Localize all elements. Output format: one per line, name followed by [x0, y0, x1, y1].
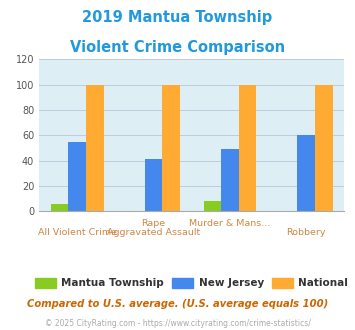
Text: Rape: Rape — [142, 219, 165, 228]
Bar — [297, 135, 315, 211]
Text: Aggravated Assault: Aggravated Assault — [107, 228, 200, 237]
Text: All Violent Crime: All Violent Crime — [38, 228, 117, 237]
Bar — [315, 85, 333, 211]
Text: 2019 Mantua Township: 2019 Mantua Township — [82, 10, 273, 25]
Bar — [162, 85, 180, 211]
Bar — [239, 85, 256, 211]
Bar — [203, 201, 221, 211]
Legend: Mantua Township, New Jersey, National: Mantua Township, New Jersey, National — [31, 274, 352, 293]
Bar — [86, 85, 104, 211]
Text: Compared to U.S. average. (U.S. average equals 100): Compared to U.S. average. (U.S. average … — [27, 299, 328, 309]
Text: Robbery: Robbery — [286, 228, 326, 237]
Bar — [221, 149, 239, 211]
Bar — [145, 159, 162, 211]
Text: Violent Crime Comparison: Violent Crime Comparison — [70, 40, 285, 54]
Bar — [51, 204, 69, 211]
Text: © 2025 CityRating.com - https://www.cityrating.com/crime-statistics/: © 2025 CityRating.com - https://www.city… — [45, 319, 310, 328]
Bar — [69, 142, 86, 211]
Text: Murder & Mans...: Murder & Mans... — [189, 219, 271, 228]
